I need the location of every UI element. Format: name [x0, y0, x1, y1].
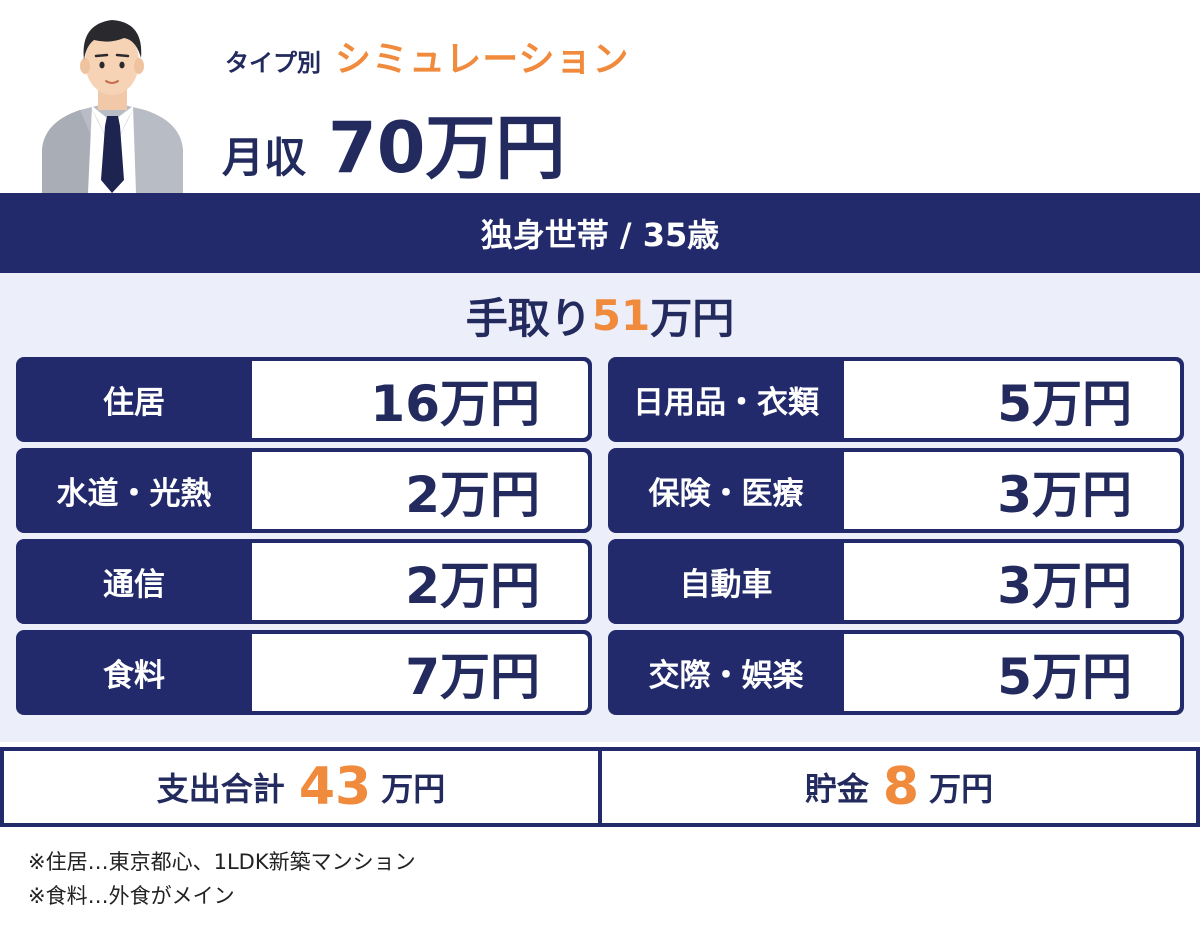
expense-row: 住居 16万円 [16, 357, 592, 442]
type-label: タイプ別 [225, 49, 321, 77]
take-home-suffix: 万円 [650, 293, 735, 343]
simulation-label: シミュレーション [335, 39, 630, 80]
income-value: 70万円 [328, 107, 566, 189]
take-home-amount: 51 [591, 290, 651, 340]
expense-amount: 5万円 [844, 634, 1180, 711]
expense-category: 保険・医療 [648, 476, 804, 512]
expense-row: 自動車 3万円 [608, 539, 1184, 624]
expense-amount: 3万円 [844, 452, 1180, 529]
income-label: 月収 [222, 133, 307, 182]
expense-row: 日用品・衣類 5万円 [608, 357, 1184, 442]
expense-amount: 2万円 [252, 543, 588, 620]
household-banner: 独身世帯 / 35歳 [0, 193, 1200, 273]
expense-category: 住居 [103, 385, 165, 421]
footnotes: ※住居…東京都心、1LDK新築マンション ※食料…外食がメイン [28, 845, 416, 913]
expense-category: 日用品・衣類 [633, 385, 819, 421]
expense-row: 通信 2万円 [16, 539, 592, 624]
expense-grid: 住居 16万円 日用品・衣類 5万円 水道・光熱 2万円 保険・医療 3万円 通… [0, 273, 1200, 742]
expense-amount: 16万円 [252, 361, 588, 438]
expense-amount: 5万円 [844, 361, 1180, 438]
total-spending-amount: 43 [298, 757, 372, 817]
expense-amount: 2万円 [252, 452, 588, 529]
total-spending-label: 支出合計 [156, 770, 285, 808]
totals-row: 支出合計 43 万円 貯金 8 万円 [0, 747, 1200, 827]
type-heading: タイプ別 シミュレーション [225, 30, 630, 80]
expense-amount: 3万円 [844, 543, 1180, 620]
total-spending-box: 支出合計 43 万円 [0, 747, 602, 827]
expense-row: 保険・医療 3万円 [608, 448, 1184, 533]
expense-row: 水道・光熱 2万円 [16, 448, 592, 533]
expense-panel: 手取り 51 万円 住居 16万円 日用品・衣類 5万円 水道・光熱 2万円 保険・… [0, 273, 1200, 742]
monthly-income: 月収 70万円 [222, 92, 565, 189]
expense-category: 食料 [103, 658, 165, 694]
expense-row: 交際・娯楽 5万円 [608, 630, 1184, 715]
expense-amount: 7万円 [252, 634, 588, 711]
total-spending-unit: 万円 [381, 770, 446, 808]
businessman-avatar-icon [42, 20, 183, 193]
expense-category: 自動車 [679, 567, 773, 603]
savings-label: 貯金 [804, 770, 869, 808]
expense-category: 水道・光熱 [56, 476, 212, 512]
footnote: ※食料…外食がメイン [28, 884, 235, 908]
footnote: ※住居…東京都心、1LDK新築マンション [28, 850, 416, 874]
take-home-pay: 手取り 51 万円 [0, 285, 1200, 345]
savings-box: 貯金 8 万円 [598, 747, 1200, 827]
expense-category: 通信 [103, 567, 165, 603]
expense-row: 食料 7万円 [16, 630, 592, 715]
take-home-prefix: 手取り [465, 293, 592, 343]
savings-amount: 8 [882, 757, 920, 817]
savings-unit: 万円 [929, 770, 994, 808]
header: タイプ別 シミュレーション 月収 70万円 [0, 0, 1200, 193]
expense-category: 交際・娯楽 [648, 658, 804, 694]
